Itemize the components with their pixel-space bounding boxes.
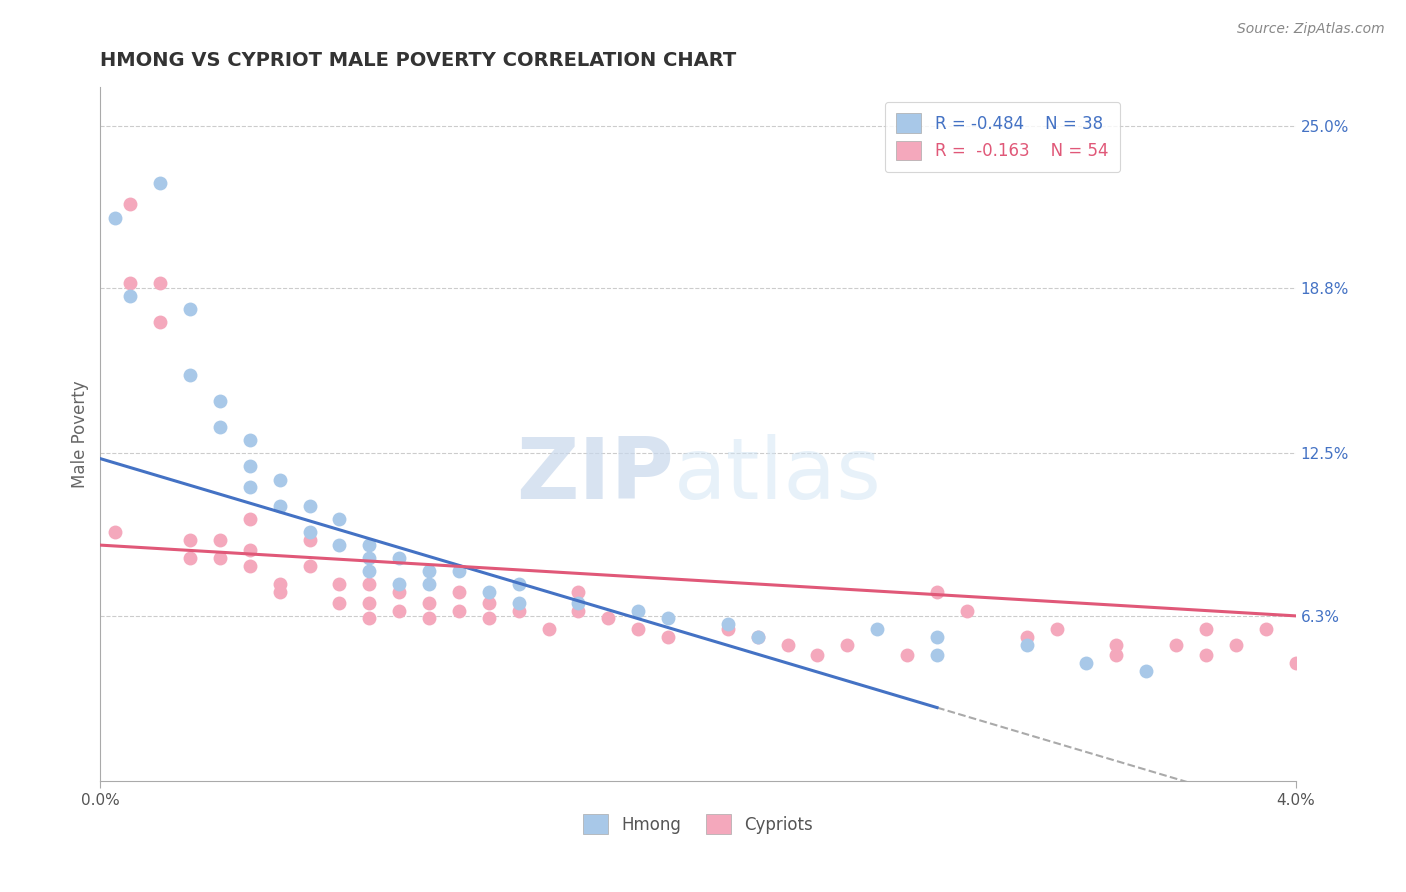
- Point: [1195, 648, 1218, 663]
- Y-axis label: Male Poverty: Male Poverty: [72, 380, 89, 488]
- Point: [120, 289, 142, 303]
- Point: [269, 585, 291, 599]
- Point: [104, 524, 127, 539]
- Point: [298, 559, 321, 574]
- Point: [537, 622, 560, 636]
- Point: [418, 564, 440, 578]
- Point: [956, 604, 979, 618]
- Point: [747, 630, 769, 644]
- Point: [269, 473, 291, 487]
- Point: [657, 611, 679, 625]
- Point: [208, 551, 231, 566]
- Point: [239, 559, 262, 574]
- Point: [328, 577, 350, 591]
- Point: [1045, 622, 1067, 636]
- Point: [328, 512, 350, 526]
- Point: [447, 564, 470, 578]
- Point: [179, 533, 201, 547]
- Point: [239, 543, 262, 558]
- Point: [1105, 648, 1128, 663]
- Point: [149, 276, 172, 290]
- Point: [1135, 664, 1157, 678]
- Text: Source: ZipAtlas.com: Source: ZipAtlas.com: [1237, 22, 1385, 37]
- Point: [508, 577, 530, 591]
- Point: [388, 551, 411, 566]
- Point: [447, 585, 470, 599]
- Point: [567, 585, 589, 599]
- Point: [1195, 622, 1218, 636]
- Point: [208, 533, 231, 547]
- Point: [269, 577, 291, 591]
- Point: [806, 648, 828, 663]
- Point: [179, 302, 201, 317]
- Text: ZIP: ZIP: [516, 434, 673, 516]
- Point: [896, 648, 918, 663]
- Point: [925, 648, 948, 663]
- Point: [328, 538, 350, 552]
- Point: [104, 211, 127, 225]
- Point: [717, 616, 740, 631]
- Point: [359, 538, 381, 552]
- Point: [208, 420, 231, 434]
- Point: [298, 533, 321, 547]
- Point: [269, 499, 291, 513]
- Point: [866, 622, 889, 636]
- Point: [239, 512, 262, 526]
- Point: [179, 368, 201, 382]
- Point: [359, 596, 381, 610]
- Point: [508, 604, 530, 618]
- Point: [239, 459, 262, 474]
- Point: [149, 315, 172, 329]
- Point: [149, 177, 172, 191]
- Point: [208, 394, 231, 409]
- Point: [598, 611, 620, 625]
- Text: atlas: atlas: [673, 434, 882, 516]
- Point: [359, 564, 381, 578]
- Point: [627, 622, 650, 636]
- Point: [1015, 630, 1038, 644]
- Point: [328, 596, 350, 610]
- Point: [388, 577, 411, 591]
- Point: [120, 197, 142, 211]
- Point: [418, 596, 440, 610]
- Point: [298, 499, 321, 513]
- Text: HMONG VS CYPRIOT MALE POVERTY CORRELATION CHART: HMONG VS CYPRIOT MALE POVERTY CORRELATIO…: [100, 51, 737, 70]
- Point: [418, 577, 440, 591]
- Point: [239, 434, 262, 448]
- Point: [717, 622, 740, 636]
- Point: [120, 276, 142, 290]
- Point: [1105, 638, 1128, 652]
- Point: [657, 630, 679, 644]
- Point: [925, 630, 948, 644]
- Point: [508, 596, 530, 610]
- Point: [388, 604, 411, 618]
- Point: [1076, 656, 1098, 670]
- Point: [447, 604, 470, 618]
- Point: [478, 596, 501, 610]
- Point: [418, 611, 440, 625]
- Point: [1164, 638, 1187, 652]
- Point: [298, 524, 321, 539]
- Point: [837, 638, 859, 652]
- Point: [478, 585, 501, 599]
- Point: [1015, 638, 1038, 652]
- Point: [567, 604, 589, 618]
- Legend: Hmong, Cypriots: Hmong, Cypriots: [575, 806, 821, 842]
- Point: [776, 638, 799, 652]
- Point: [1284, 656, 1306, 670]
- Point: [478, 611, 501, 625]
- Point: [1225, 638, 1247, 652]
- Point: [239, 480, 262, 494]
- Point: [1254, 622, 1277, 636]
- Point: [359, 551, 381, 566]
- Point: [627, 604, 650, 618]
- Point: [747, 630, 769, 644]
- Point: [388, 585, 411, 599]
- Point: [567, 596, 589, 610]
- Point: [925, 585, 948, 599]
- Point: [359, 577, 381, 591]
- Point: [359, 611, 381, 625]
- Point: [179, 551, 201, 566]
